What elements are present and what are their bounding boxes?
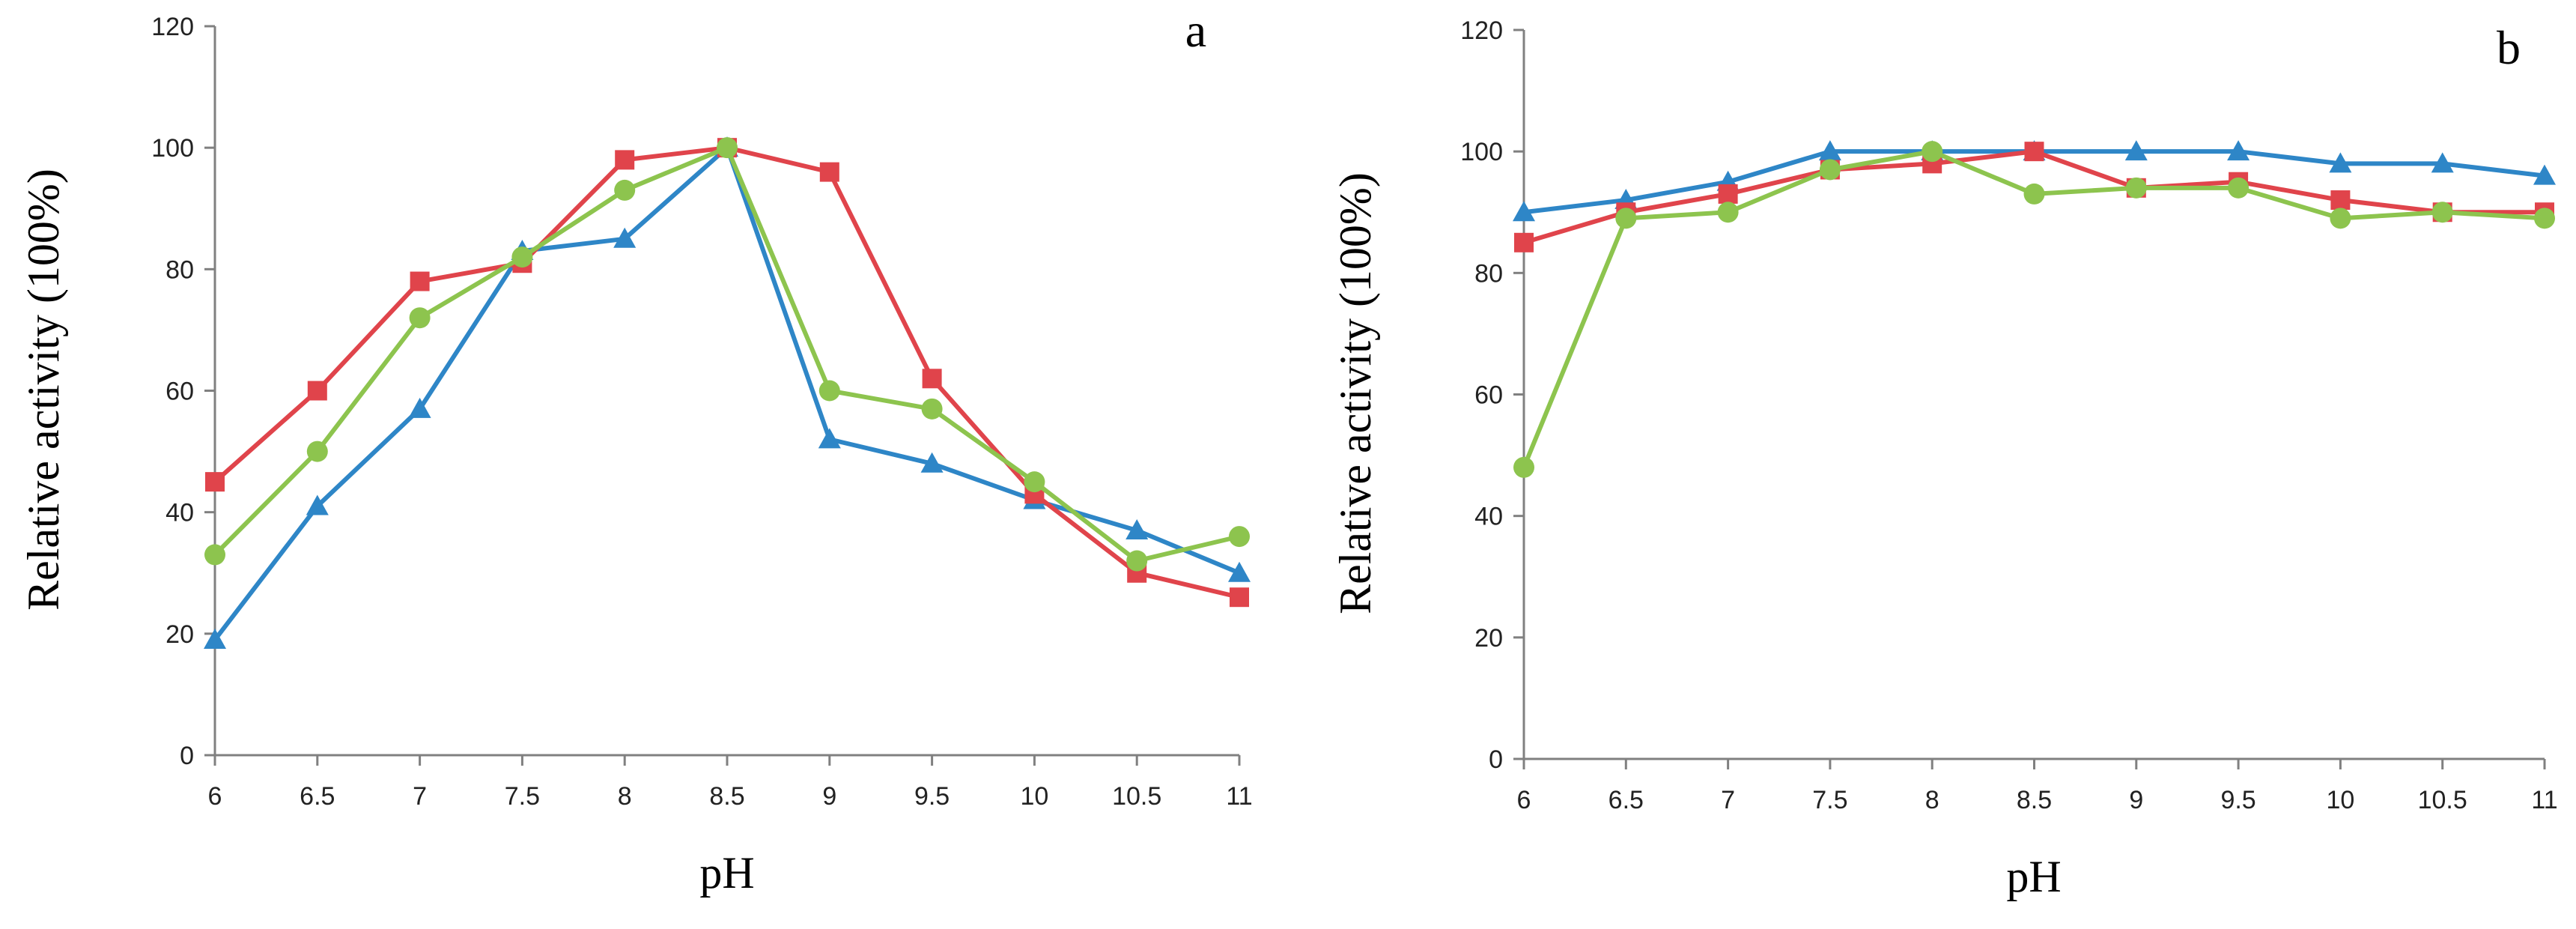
x-tick-label: 8 (618, 782, 632, 811)
y-tick-label: 0 (180, 742, 194, 770)
data-point-circle (1615, 208, 1637, 229)
x-tick-label: 9 (2129, 786, 2143, 814)
data-point-circle (2023, 183, 2045, 205)
data-point-triangle (2329, 152, 2352, 173)
chart-panel-a: 0 20 40 60 80 100 120 6 6.5 7 7.5 8 8.5 9 9.5 10 10.5 11 p… (19, 4, 1253, 898)
data-point-circle (717, 137, 738, 159)
x-tick-label: 9.5 (914, 782, 950, 811)
data-point-square (615, 150, 635, 170)
x-tick-label: 9 (822, 782, 836, 811)
data-point-triangle (613, 227, 637, 248)
data-point-triangle (2533, 164, 2556, 185)
x-tick-label: 8.5 (709, 782, 744, 811)
x-tick-label: 10 (1020, 782, 1048, 811)
data-point-triangle (1126, 518, 1149, 539)
x-tick-label: 10 (2326, 786, 2354, 814)
data-point-circle (614, 179, 636, 201)
x-tick-label: 8.5 (2017, 786, 2052, 814)
y-tick-label: 80 (1474, 259, 1503, 288)
y-tick-label: 20 (1474, 624, 1503, 653)
data-point-triangle (818, 428, 841, 449)
x-tick-label: 7 (413, 782, 427, 811)
data-point-circle (306, 441, 328, 462)
data-point-square (2330, 190, 2351, 211)
y-tick-label: 60 (1474, 381, 1503, 410)
data-point-circle (2534, 208, 2555, 229)
y-tick-label: 20 (165, 620, 194, 649)
data-point-square (205, 472, 225, 492)
data-point-circle (1024, 471, 1045, 493)
x-axis-title: pH (699, 848, 754, 898)
data-point-triangle (1228, 561, 1251, 582)
y-tick-label: 120 (1460, 16, 1503, 45)
x-tick-label: 6.5 (300, 782, 335, 811)
data-point-square (307, 381, 327, 401)
data-point-circle (2431, 202, 2453, 223)
data-point-square (410, 271, 430, 291)
data-point-triangle (2124, 140, 2148, 161)
x-tick-label: 9.5 (2220, 786, 2255, 814)
series-line (213, 145, 1241, 641)
chart-panel-b: 0 20 40 60 80 100 120 6 6.5 7 7.5 8 8.5 9 9.5 10 10.5 11 p… (1331, 16, 2558, 901)
data-point-circle (1819, 159, 1841, 181)
data-point-square (1514, 232, 1534, 252)
series-line (213, 145, 1240, 563)
y-tick-label: 100 (1460, 138, 1503, 166)
data-point-square (1718, 184, 1738, 204)
data-point-triangle (920, 452, 944, 473)
data-point-triangle (1818, 140, 1841, 161)
y-axis-title: Relative activity (100%) (19, 169, 68, 611)
data-point-triangle (306, 494, 329, 515)
y-axis-title: Relative activity (100%) (1331, 172, 1380, 614)
data-point-circle (1922, 141, 1943, 163)
data-point-triangle (1513, 201, 1535, 222)
x-tick-label: 6.5 (1609, 786, 1644, 814)
data-point-square (819, 162, 839, 182)
data-point-triangle (2431, 152, 2454, 173)
x-tick-label: 7 (1721, 786, 1735, 814)
x-tick-label: 10.5 (1112, 782, 1161, 811)
x-axis-title: pH (2006, 852, 2061, 901)
y-tick-label: 120 (151, 13, 194, 41)
x-tick-label: 8 (1925, 786, 1939, 814)
data-point-circle (818, 380, 840, 402)
series-line (213, 145, 1240, 600)
y-tick-label: 0 (1489, 745, 1503, 774)
data-point-square (922, 369, 942, 389)
data-point-circle (409, 307, 431, 329)
y-tick-label: 100 (151, 134, 194, 163)
data-point-circle (511, 246, 533, 268)
data-point-triangle (2227, 140, 2250, 161)
x-tick-label: 7.5 (505, 782, 540, 811)
data-point-circle (2125, 177, 2147, 199)
data-point-square (2024, 142, 2044, 162)
panel-label: b (2497, 21, 2521, 74)
x-tick-label: 7.5 (1812, 786, 1847, 814)
data-point-circle (204, 544, 225, 566)
y-tick-label: 80 (165, 255, 194, 284)
x-tick-label: 11 (2531, 786, 2557, 814)
x-tick-label: 6 (1517, 786, 1531, 814)
data-point-square (1230, 587, 1249, 608)
data-point-circle (2228, 177, 2250, 199)
data-point-circle (921, 398, 943, 420)
data-point-circle (2330, 208, 2351, 229)
data-point-triangle (408, 397, 431, 418)
data-point-triangle (204, 628, 226, 649)
y-tick-label: 40 (1474, 503, 1503, 531)
data-point-circle (1126, 550, 1148, 572)
x-tick-label: 6 (208, 782, 222, 811)
y-tick-label: 40 (165, 499, 194, 527)
x-tick-label: 11 (1226, 782, 1252, 811)
x-tick-label: 10.5 (2418, 786, 2467, 814)
data-point-circle (1229, 526, 1250, 548)
panel-label: a (1185, 4, 1206, 57)
data-point-circle (1513, 456, 1534, 478)
data-point-circle (1717, 202, 1739, 223)
y-tick-label: 60 (165, 378, 194, 406)
